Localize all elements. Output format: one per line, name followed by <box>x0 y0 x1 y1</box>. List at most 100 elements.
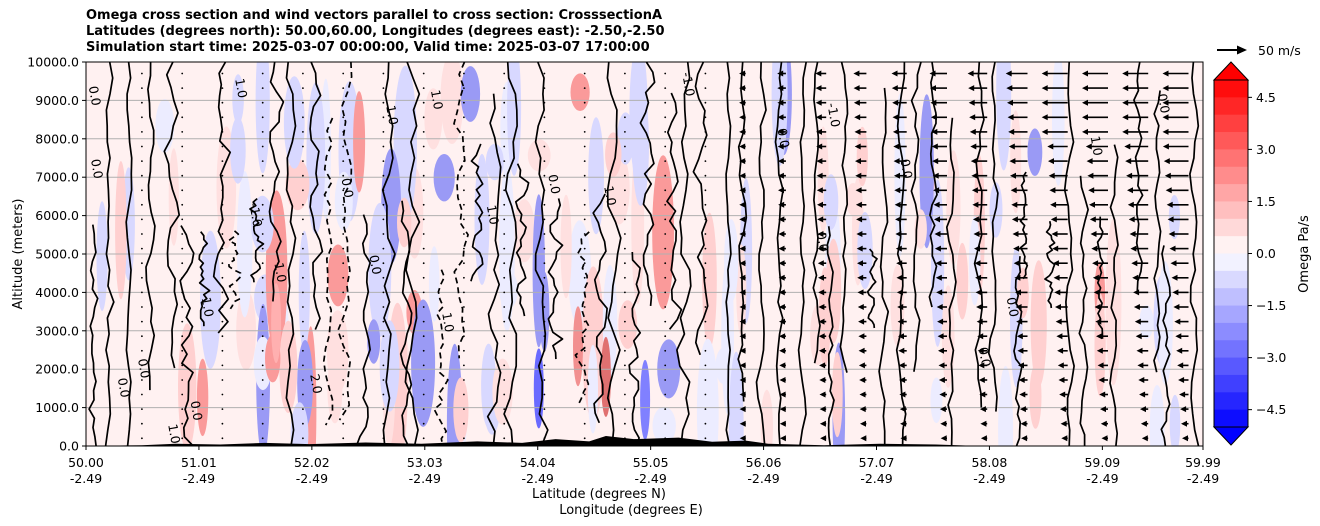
x-tick-label-lon: -2.49 <box>973 471 1005 486</box>
wind-vector-head <box>858 333 865 340</box>
wind-vector-head <box>894 187 901 194</box>
wind-vector-head <box>739 128 746 135</box>
wind-vector-head <box>858 362 865 369</box>
wind-vector-dot <box>342 160 345 163</box>
wind-vector-dot <box>463 72 465 75</box>
y-tick-label: 2000.0 <box>35 362 79 377</box>
colorbar-label: Omega Pa/s <box>1297 215 1312 293</box>
omega-fill-patch <box>560 194 572 299</box>
wind-vector-dot <box>624 174 626 177</box>
omega-fill-patch <box>956 242 969 320</box>
wind-vector-head <box>1018 377 1025 383</box>
wind-vector-dot <box>664 320 667 323</box>
wind-vector-dot <box>583 349 586 352</box>
wind-vector-dot <box>664 87 667 89</box>
colorbar-tick-label: −1.5 <box>1256 298 1286 313</box>
wind-vector-dot <box>624 364 626 367</box>
omega-fill-patch <box>1027 128 1043 176</box>
wind-vector-head <box>855 158 861 165</box>
wind-vector-head <box>1011 201 1018 208</box>
wind-vector-head <box>739 362 746 369</box>
wind-vector-dot <box>624 379 626 381</box>
wind-vector-dot <box>503 218 506 221</box>
wind-vector-head <box>973 231 980 237</box>
wind-vector-dot <box>624 306 626 308</box>
wind-vector-head <box>940 435 947 442</box>
contour-line <box>125 62 133 446</box>
wind-vector-dot <box>543 364 546 367</box>
wind-vector-dot <box>583 218 586 221</box>
contour-label: 0.0 <box>898 158 916 180</box>
contour-line <box>1153 90 1162 373</box>
omega-fill-patch <box>290 402 309 446</box>
wind-vector-dot <box>221 291 224 294</box>
colorbar-level <box>1214 149 1248 168</box>
wind-vector-dot <box>704 408 707 410</box>
wind-vector-head <box>1093 289 1100 296</box>
wind-vector-dot <box>181 101 184 104</box>
wind-vector-dot <box>543 116 546 119</box>
wind-vector-dot <box>342 408 345 410</box>
wind-vector-dot <box>664 422 667 425</box>
wind-vector-dot <box>543 145 546 148</box>
wind-vector-dot <box>704 437 707 440</box>
colorbar-extend-top <box>1212 61 1250 81</box>
wind-vector-dot <box>261 408 264 410</box>
wind-vector-dot <box>382 72 385 75</box>
wind-vector-dot <box>704 131 707 133</box>
colorbar-level <box>1214 114 1248 133</box>
wind-vector-dot <box>583 291 586 294</box>
wind-vector-head <box>891 70 898 77</box>
wind-vector-dot <box>624 116 626 119</box>
wind-vector-dot <box>664 276 667 279</box>
wind-vector-dot <box>302 335 304 338</box>
wind-vector-dot <box>503 379 506 381</box>
wind-vector-head <box>1162 143 1169 150</box>
wind-vector-head <box>938 362 945 369</box>
omega-fill-patch <box>236 289 256 371</box>
wind-vector-dot <box>261 174 264 177</box>
contour-line <box>606 62 622 446</box>
wind-vector-head <box>1140 420 1147 427</box>
wind-vector-head <box>967 70 974 77</box>
wind-vector-dot <box>664 233 667 235</box>
wind-vector-dot <box>261 101 264 104</box>
wind-vector-dot <box>342 131 345 133</box>
wind-vector-dot <box>583 276 586 279</box>
wind-vector-dot <box>141 101 143 104</box>
wind-vector-dot <box>503 335 506 338</box>
wind-vector-head <box>857 289 864 296</box>
colorbar-level <box>1214 201 1248 220</box>
omega-fill-patch <box>736 244 747 336</box>
wind-vector-dot <box>543 408 546 410</box>
wind-vector-dot <box>181 203 184 206</box>
wind-vector-dot <box>221 101 224 104</box>
wind-vector-head <box>975 289 982 296</box>
wind-vector-dot <box>221 203 224 206</box>
omega-fill-patch <box>570 73 590 111</box>
wind-vector-head <box>818 347 825 354</box>
wind-vector-head <box>937 333 944 340</box>
wind-vector-dot <box>664 335 667 338</box>
quiver-key-arrowhead <box>1237 45 1247 55</box>
wind-vector-head <box>815 85 822 92</box>
omega-fill-patch <box>236 171 253 318</box>
wind-vector-dot <box>704 218 707 221</box>
wind-vector-head <box>855 187 862 194</box>
wind-vector-dot <box>664 408 667 410</box>
wind-vector-dot <box>141 408 143 410</box>
contour-line <box>1044 221 1056 309</box>
x-tick-label-lon: -2.49 <box>522 471 554 486</box>
wind-vector-head <box>1014 274 1021 281</box>
wind-vector-head <box>860 435 867 442</box>
y-axis: 0.0 1000.0 2000.0 3000.0 4000.0 5000.0 6000.0 7… <box>27 55 86 454</box>
wind-vector-dot <box>463 131 465 133</box>
contour-line <box>355 214 372 446</box>
wind-vector-head <box>977 347 984 354</box>
wind-vector-head <box>1087 172 1094 179</box>
wind-vector-head <box>1173 304 1180 310</box>
contour-line <box>534 62 549 446</box>
wind-vector-head <box>1021 435 1028 442</box>
contour-label: 0.0 <box>1004 296 1022 318</box>
contour-line <box>910 62 922 372</box>
